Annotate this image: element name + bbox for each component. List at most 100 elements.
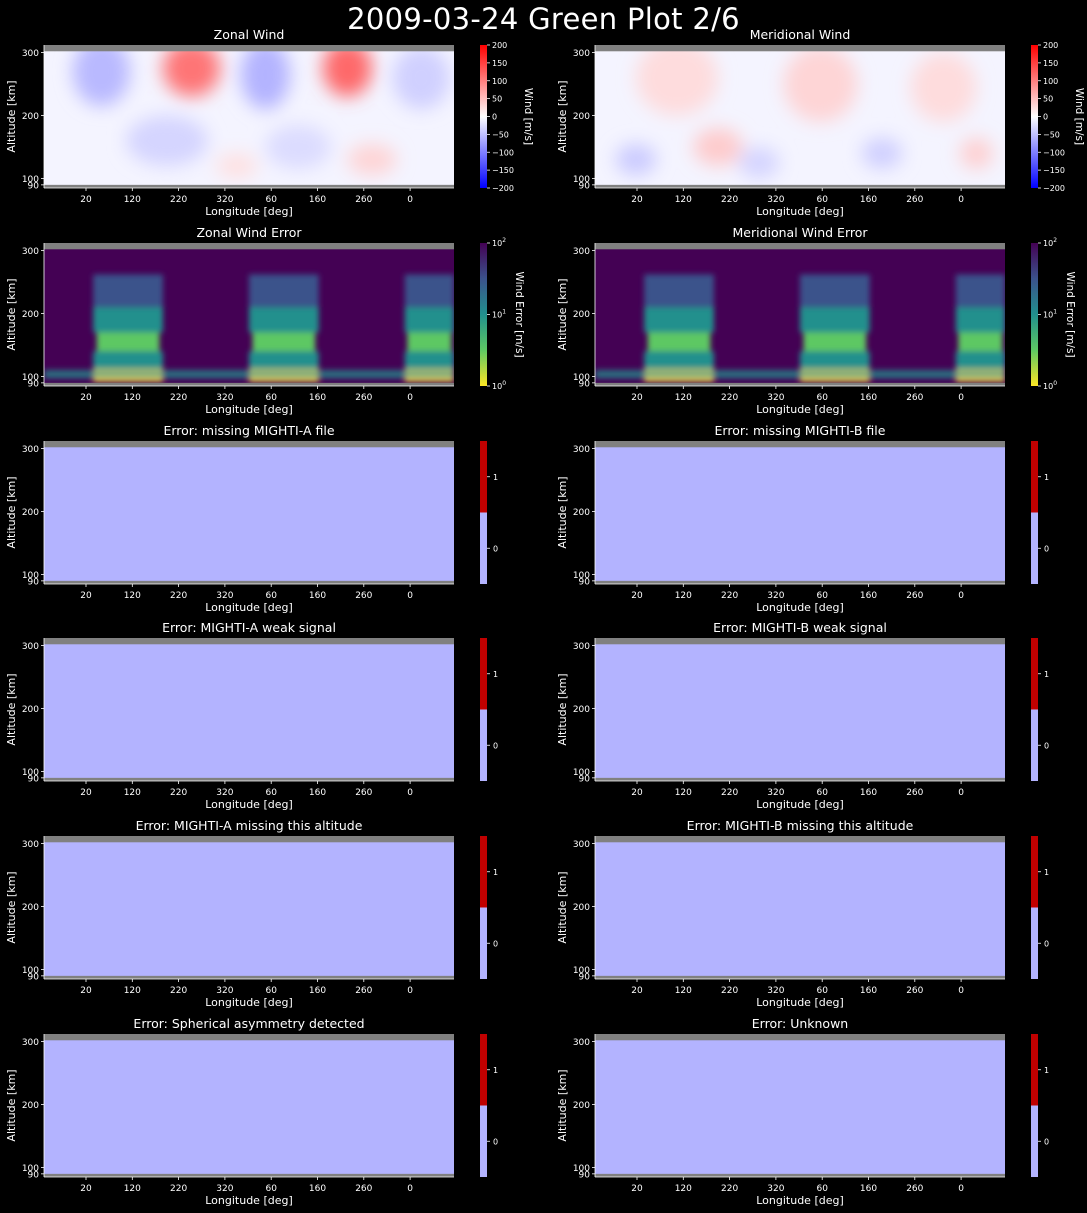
y-tick-label: 200 — [22, 508, 39, 518]
colorbar-tick-label: 1 — [1044, 473, 1049, 482]
x-tick-label: 260 — [906, 591, 923, 601]
colorbar-tick-label: −200 — [1043, 184, 1065, 193]
x-tick-label: 160 — [860, 393, 877, 403]
colorbar-segment-one — [480, 836, 487, 908]
x-tick-label: 120 — [675, 393, 692, 403]
colorbar-segment-zero — [480, 1105, 487, 1177]
colorbar-tick-label: 0 — [1044, 544, 1049, 553]
error-column-top — [249, 274, 319, 308]
panel-9: Error: MIGHTI-A missing this altitude901… — [5, 818, 498, 1009]
x-tick-label: 20 — [80, 591, 92, 601]
missing-data-top — [44, 243, 454, 250]
y-tick-label: 200 — [22, 310, 39, 320]
colorbar-label: Wind Error [m/s] — [513, 271, 525, 357]
colorbar-segment-zero — [1031, 1105, 1038, 1177]
y-tick-label: 200 — [573, 1101, 590, 1111]
missing-data-bottom — [44, 777, 454, 781]
y-tick-label: 90 — [28, 577, 40, 587]
colorbar-tick-label: 100 — [492, 380, 506, 391]
colorbar-tick-label: 100 — [492, 77, 507, 86]
y-tick-label: 300 — [22, 445, 39, 455]
colorbar: 10 — [1031, 638, 1049, 781]
colorbar-tick-label: 1 — [493, 473, 498, 482]
colorbar-tick-label: 1 — [493, 868, 498, 877]
error-column-top — [93, 274, 163, 308]
colorbar: 10 — [480, 441, 498, 584]
y-tick-label: 100 — [573, 1164, 590, 1174]
error-column-mid — [249, 307, 319, 333]
x-tick-label: 220 — [721, 195, 738, 205]
x-tick-label: 20 — [80, 393, 92, 403]
x-tick-label: 60 — [816, 1184, 828, 1194]
x-tick-label: 60 — [265, 788, 277, 798]
x-tick-label: 260 — [355, 195, 372, 205]
error-column-core — [803, 332, 867, 352]
x-tick-label: 0 — [958, 788, 964, 798]
x-tick-label: 320 — [216, 591, 233, 601]
x-tick-label: 260 — [906, 195, 923, 205]
missing-data-top — [595, 836, 1005, 843]
x-tick-label: 160 — [309, 986, 326, 996]
colorbar-tick-label: 1 — [493, 1066, 498, 1075]
panel-title: Error: missing MIGHTI-A file — [163, 423, 334, 438]
missing-data-top — [44, 836, 454, 843]
x-tick-label: 120 — [124, 195, 141, 205]
y-tick-label: 200 — [573, 705, 590, 715]
colorbar-tick-label: −150 — [492, 166, 514, 175]
x-tick-label: 220 — [170, 986, 187, 996]
panel-title: Meridional Wind Error — [732, 225, 868, 240]
error-column-low — [404, 351, 454, 369]
plot-area — [595, 836, 1005, 979]
x-tick-label: 20 — [631, 195, 643, 205]
x-tick-label: 20 — [631, 1184, 643, 1194]
error-band — [44, 370, 454, 373]
flag-field — [44, 441, 454, 584]
missing-data-bottom — [595, 184, 1005, 188]
x-tick-label: 320 — [767, 788, 784, 798]
colorbar-tick-label: −100 — [1043, 148, 1065, 157]
x-tick-label: 220 — [721, 591, 738, 601]
x-tick-label: 160 — [860, 591, 877, 601]
missing-data-top — [595, 1034, 1005, 1041]
x-tick-label: 320 — [767, 1184, 784, 1194]
colorbar-tick-label: −100 — [492, 148, 514, 157]
colorbar-segment-one — [480, 1034, 487, 1106]
colorbar: 10 — [480, 638, 498, 781]
missing-data-top — [595, 243, 1005, 250]
error-column-mid — [644, 307, 714, 333]
colorbar-tick-label: 1 — [1044, 1066, 1049, 1075]
wind-blob — [615, 143, 657, 176]
colorbar-tick-exponent: 1 — [1053, 309, 1057, 316]
wind-blob — [636, 45, 718, 116]
wind-blob — [322, 45, 372, 97]
colorbar-segment-zero — [480, 709, 487, 781]
y-tick-label: 300 — [22, 642, 39, 652]
x-tick-label: 20 — [631, 393, 643, 403]
x-tick-label: 120 — [124, 591, 141, 601]
wind-blob — [72, 45, 131, 107]
colorbar-tick-label: 150 — [1043, 59, 1058, 68]
x-tick-label: 120 — [675, 1184, 692, 1194]
y-tick-label: 100 — [22, 373, 39, 383]
panel-title: Zonal Wind Error — [196, 225, 302, 240]
x-tick-label: 220 — [170, 195, 187, 205]
x-tick-label: 0 — [958, 195, 964, 205]
colorbar-tick-label: 0 — [1043, 113, 1048, 122]
colorbar: 10 — [1031, 441, 1049, 584]
x-axis-label: Longitude [deg] — [205, 601, 293, 614]
wind-blob — [910, 52, 977, 122]
y-tick-label: 300 — [573, 49, 590, 59]
x-tick-label: 60 — [816, 986, 828, 996]
error-column-core — [647, 332, 711, 352]
missing-data-top — [44, 638, 454, 645]
wind-blob — [783, 46, 858, 122]
error-column-low — [93, 351, 163, 369]
x-tick-label: 0 — [958, 986, 964, 996]
x-tick-label: 0 — [958, 393, 964, 403]
y-axis-label: Altitude [km] — [556, 1069, 569, 1141]
panel-title: Meridional Wind — [750, 27, 851, 42]
panel-title: Zonal Wind — [214, 27, 285, 42]
y-tick-label: 90 — [579, 379, 591, 389]
panel-title: Error: Spherical asymmetry detected — [133, 1016, 364, 1031]
